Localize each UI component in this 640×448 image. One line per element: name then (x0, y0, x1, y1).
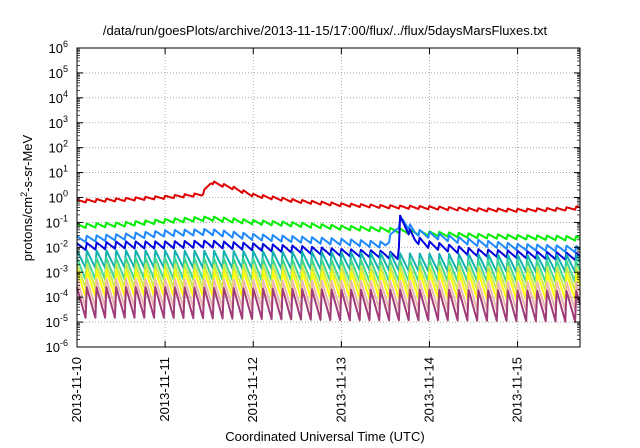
y-tick-label-base: 10 (46, 265, 60, 280)
y-tick-label-base: 10 (49, 41, 63, 56)
x-tick-label: 2013-11-14 (421, 357, 436, 423)
y-tick-label-exp: 4 (63, 89, 68, 99)
y-tick-label: 105 (49, 64, 68, 81)
y-tick-label: 10-4 (46, 288, 68, 305)
y-axis-label-rest: -s-sr-MeV (20, 134, 35, 191)
y-tick-label-base: 10 (49, 116, 63, 131)
y-tick-label-base: 10 (46, 340, 60, 355)
chart-title: /data/run/goesPlots/archive/2013-11-15/1… (103, 23, 548, 38)
y-tick-label: 101 (49, 164, 68, 181)
y-tick-label-exp: 6 (63, 39, 68, 49)
y-tick-label-exp: -5 (60, 313, 68, 323)
series-line (76, 215, 581, 242)
y-tick-label-exp: 3 (63, 114, 68, 124)
y-axis-label-sup: 2 (19, 192, 29, 197)
y-tick-label-base: 10 (46, 215, 60, 230)
x-tick-label: 2013-11-11 (157, 357, 172, 422)
series-line (76, 278, 581, 312)
y-tick-label-base: 10 (49, 66, 63, 81)
y-tick-label-exp: -1 (60, 213, 68, 223)
x-axis-label: Coordinated Universal Time (UTC) (225, 429, 424, 444)
y-tick-label-exp: 5 (63, 64, 68, 74)
series-line (76, 217, 581, 254)
y-tick-label: 106 (49, 39, 68, 56)
axis-ticks (76, 47, 580, 348)
y-tick-labels: 10-610-510-410-310-210-11001011021031041… (46, 39, 68, 355)
y-tick-label-base: 10 (46, 315, 60, 330)
x-tick-label: 2013-11-10 (69, 357, 84, 423)
x-tick-labels: 2013-11-10 2013-11-11 2013-11-12 2013-11-13… (69, 357, 525, 423)
y-tick-label-exp: 2 (63, 139, 68, 149)
y-tick-label: 10-3 (46, 263, 68, 280)
series-line (76, 256, 581, 284)
y-tick-label: 10-1 (46, 213, 68, 230)
y-tick-label-base: 10 (49, 91, 63, 106)
y-tick-label: 10-5 (46, 313, 68, 330)
y-tick-label-base: 10 (46, 240, 60, 255)
y-tick-label: 102 (49, 139, 68, 156)
series-line (76, 263, 581, 293)
y-tick-label-base: 10 (49, 191, 63, 206)
y-tick-label-exp: 0 (63, 189, 68, 199)
y-axis-label: protons/cm2-s-sr-MeV (19, 134, 35, 261)
y-tick-label: 104 (49, 89, 68, 106)
x-tick-label: 2013-11-15 (510, 357, 525, 423)
y-tick-label-exp: -2 (60, 238, 68, 248)
y-tick-label: 100 (49, 189, 68, 206)
x-tick-label: 2013-11-13 (333, 357, 348, 423)
y-tick-label-base: 10 (46, 290, 60, 305)
y-tick-label: 10-2 (46, 238, 68, 255)
y-tick-label-exp: 1 (63, 164, 68, 174)
y-tick-label: 103 (49, 114, 68, 131)
y-tick-label-exp: -6 (60, 338, 68, 348)
y-tick-label-base: 10 (49, 166, 63, 181)
y-tick-label-exp: -4 (60, 288, 68, 298)
series-line (76, 249, 581, 274)
y-axis-label-base: protons/cm (20, 197, 35, 261)
series-group (76, 180, 581, 323)
series-line (76, 180, 581, 213)
series-line (76, 214, 581, 261)
series-line (76, 269, 581, 301)
series-line (76, 286, 581, 323)
y-tick-label-base: 10 (49, 141, 63, 156)
y-tick-label: 10-6 (46, 338, 68, 355)
y-tick-label-exp: -3 (60, 263, 68, 273)
x-tick-label: 2013-11-12 (245, 357, 260, 423)
